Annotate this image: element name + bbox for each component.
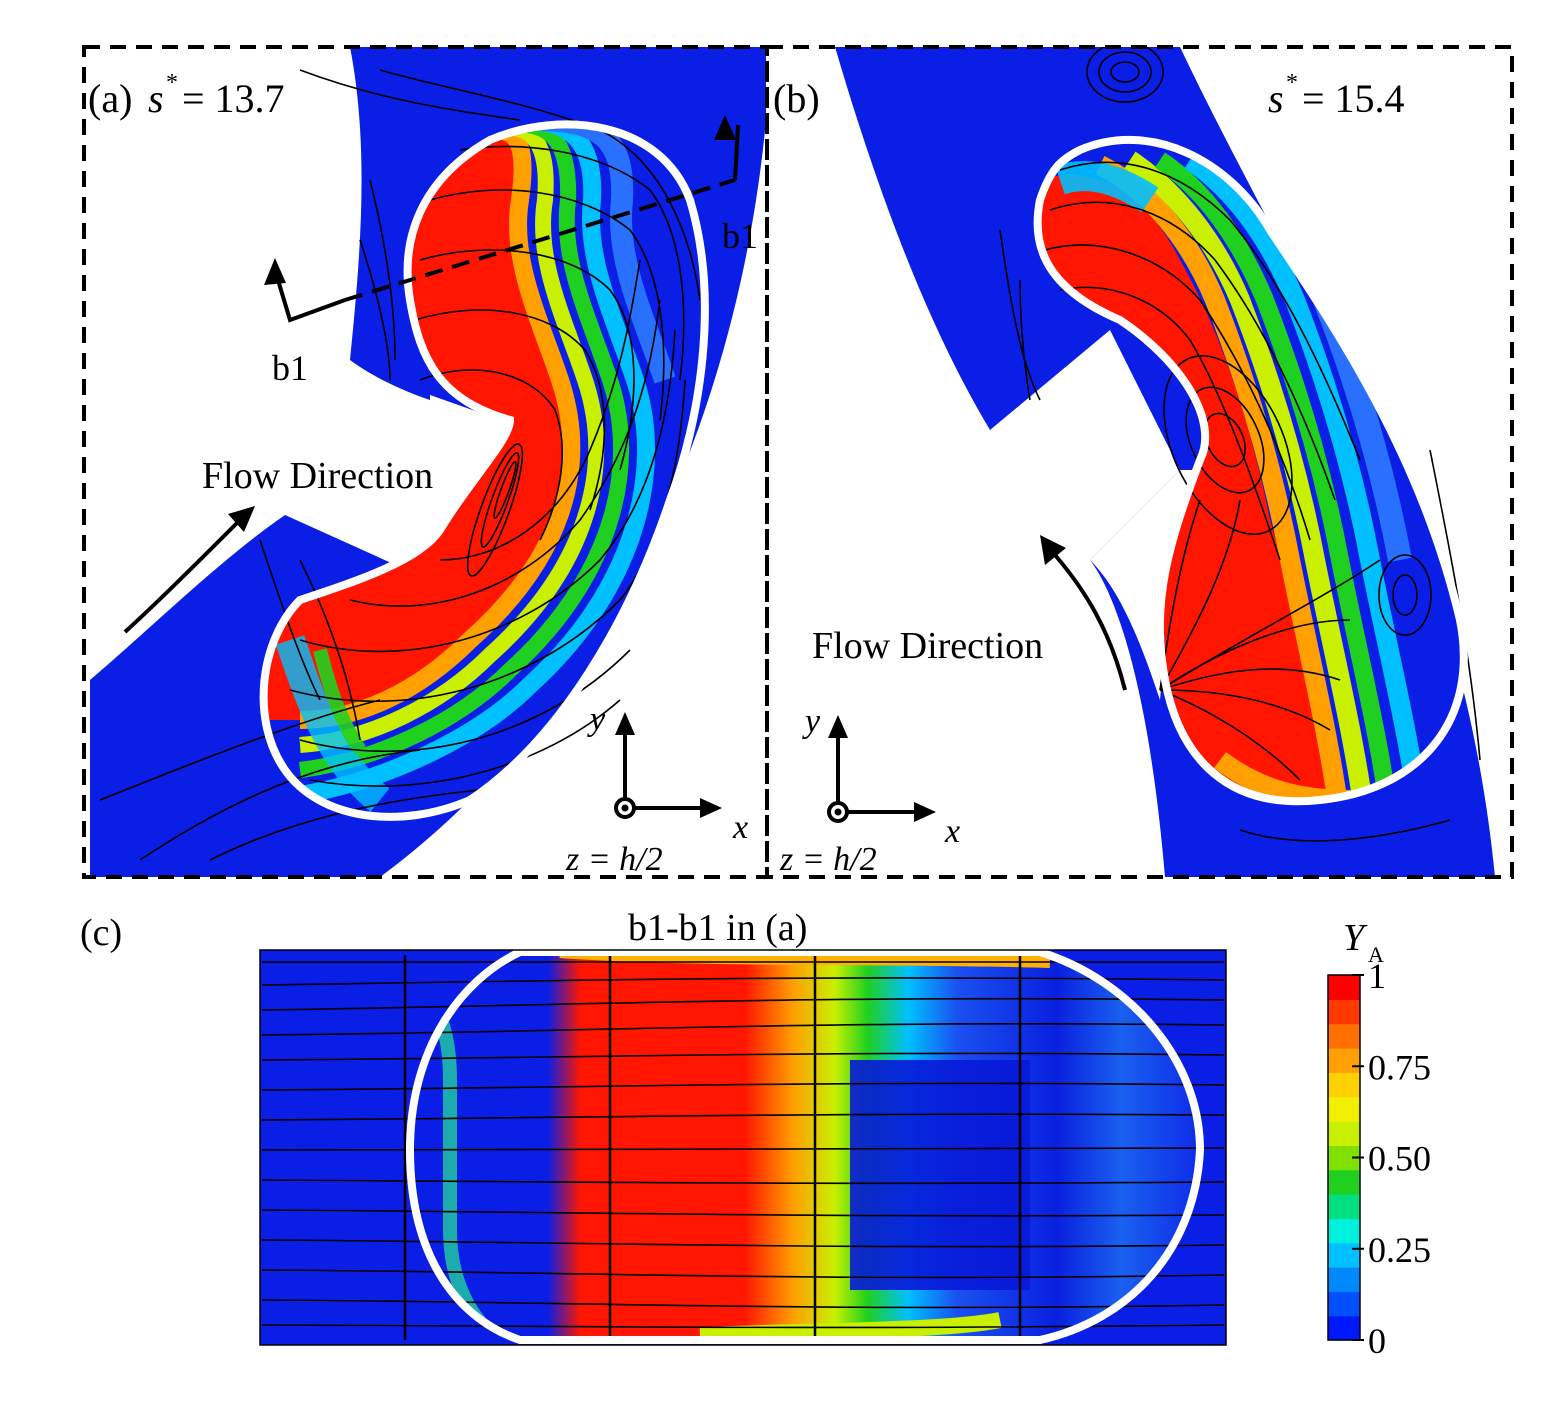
panel-c (259, 948, 1227, 1346)
colorbar-step (1328, 1121, 1360, 1146)
section-arrow-right (714, 115, 736, 140)
axes-b (827, 728, 918, 823)
colorbar-subscript: A (1368, 942, 1384, 967)
panel-b (827, 47, 1495, 877)
flow-direction-label-a: Flow Direction (202, 455, 433, 497)
axis-x-label-a: x (732, 809, 748, 846)
colorbar-tick-label: 0.25 (1368, 1230, 1431, 1270)
axis-y-label-b: y (802, 703, 821, 740)
colorbar-step (1328, 1291, 1360, 1317)
section-arrow-left (264, 258, 286, 285)
flow-arrowhead-a (228, 506, 255, 532)
panel-b-label: (b) (773, 76, 820, 121)
region-outline-a (259, 120, 709, 821)
panel-b-s-symbol: s (1268, 76, 1284, 121)
colorbar-step (1328, 1194, 1360, 1219)
panel-b-s-value: = 15.4 (1302, 76, 1405, 121)
colorbar-tick-label: 0 (1368, 1321, 1386, 1361)
plane-label-a: z = h/2 (565, 841, 663, 878)
flow-direction-label-b: Flow Direction (812, 625, 1043, 667)
colorbar-step (1328, 1315, 1360, 1341)
region-outline-b (1033, 136, 1468, 806)
panel-a-s-sup: * (166, 70, 178, 96)
colorbar-variable: Y (1343, 917, 1368, 959)
colorbar-step (1328, 1023, 1360, 1049)
plane-label-b: z = h/2 (779, 841, 877, 878)
colorbar-step (1328, 1072, 1360, 1098)
colorbar-step (1328, 999, 1360, 1025)
section-label-left: b1 (272, 348, 308, 388)
colorbar-tick-label: 1 (1368, 956, 1386, 996)
axis-y-label-a: y (587, 701, 606, 738)
axes-a (614, 725, 705, 819)
streamlines-c (261, 955, 1225, 1340)
colorbar-step (1328, 1048, 1360, 1073)
colorbar-tick-label: 0.50 (1368, 1139, 1431, 1179)
section-line-b1 (273, 124, 740, 323)
colorbar-step (1328, 975, 1360, 1000)
panel-a-s-value: = 13.7 (182, 76, 285, 121)
colorbar-steps (1328, 975, 1360, 1341)
panel-c-label: (c) (80, 912, 122, 954)
colorbar-step (1328, 1267, 1360, 1292)
section-label-right: b1 (722, 216, 758, 256)
flow-arrow-a (123, 518, 242, 634)
panel-a-s-symbol: s (148, 76, 164, 121)
colorbar-step (1328, 1218, 1360, 1244)
colorbar-step (1328, 1242, 1360, 1268)
region-outline-c (405, 948, 1205, 1344)
panel-c-title: b1-b1 in (a) (628, 907, 807, 949)
flow-arrowhead-b (1040, 535, 1066, 565)
axis-x-label-b: x (944, 813, 960, 850)
colorbar-ticks: 1 0.75 0.50 0.25 0 (1352, 956, 1431, 1361)
panel-b-s-sup: * (1286, 70, 1298, 96)
panel-a-label: (a) (88, 76, 132, 121)
colorbar-tick-label: 0.75 (1368, 1047, 1431, 1087)
colorbar: Y A 1 0.75 0.50 0.25 0 (1327, 917, 1431, 1361)
panel-b-frame (765, 45, 1514, 879)
flow-arrow-b (1053, 553, 1127, 691)
colorbar-step (1328, 1096, 1360, 1122)
colorbar-step (1328, 1169, 1360, 1195)
